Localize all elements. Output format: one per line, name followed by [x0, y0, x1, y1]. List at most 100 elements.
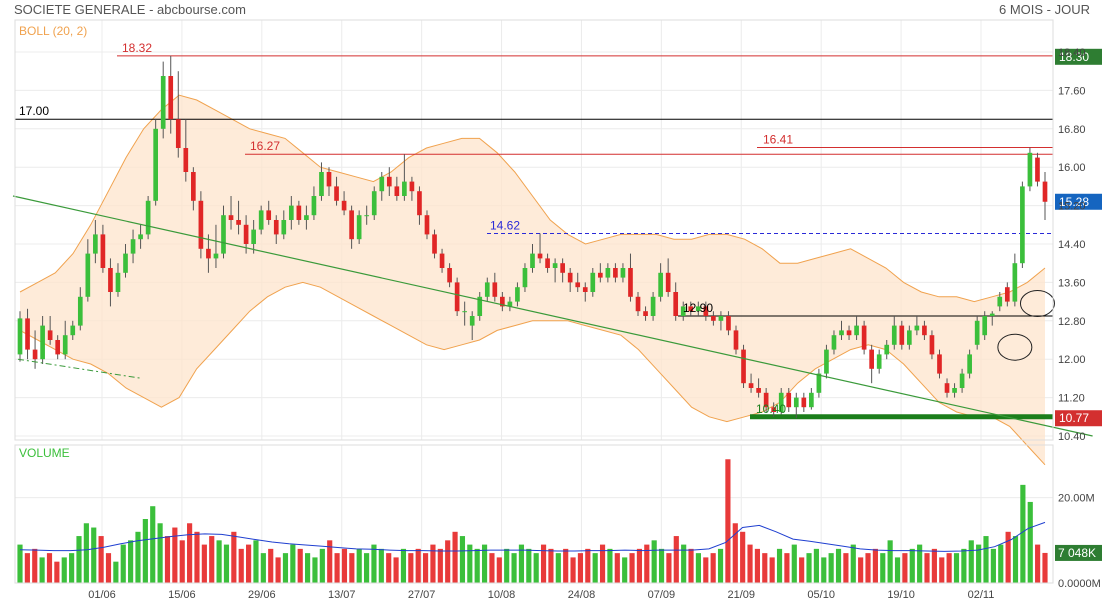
candle-body — [974, 320, 980, 345]
candle-body — [575, 282, 581, 288]
candle-body — [658, 272, 663, 297]
candle-body — [123, 253, 128, 273]
volume-label: VOLUME — [19, 446, 70, 460]
volume-bar — [172, 527, 178, 583]
volume-bar — [1027, 501, 1033, 583]
volume-bar — [931, 548, 937, 583]
candle-body — [1004, 287, 1010, 302]
candle-body — [484, 282, 490, 297]
volume-bar — [474, 548, 480, 583]
volume-bar — [349, 553, 355, 583]
volume-bar — [880, 553, 886, 583]
candle-body — [356, 215, 362, 240]
candle-body — [944, 383, 950, 393]
volume-bar — [799, 557, 805, 583]
price-tick-label: 16.00 — [1058, 162, 1086, 174]
candle-body — [763, 392, 769, 408]
volume-bar — [231, 531, 237, 583]
candle-body — [959, 373, 965, 388]
highlight-circle — [1019, 290, 1055, 318]
candle-body — [989, 313, 995, 316]
volume-bar — [290, 544, 296, 583]
volume-bar — [481, 544, 488, 583]
low-badge-bg — [1055, 410, 1102, 427]
price-tick-label: 10.40 — [1058, 431, 1086, 443]
candle-body — [371, 191, 377, 216]
price-tick-label: 17.60 — [1058, 85, 1086, 97]
candle-body — [597, 272, 603, 278]
highlight-circle — [997, 333, 1033, 361]
price-tick-label: 11.20 — [1058, 393, 1085, 405]
header-title: SOCIETE GENERALE - abcbourse.com — [14, 2, 246, 17]
volume-bar — [275, 557, 281, 583]
volume-bar — [246, 544, 252, 583]
volume-bar — [467, 544, 473, 583]
candle-body — [183, 148, 189, 172]
volume-bar — [209, 536, 215, 583]
volume-bar — [319, 548, 325, 583]
candle-body — [530, 253, 535, 268]
volume-bar — [946, 553, 952, 583]
candle-body — [55, 340, 61, 355]
volume-bar — [607, 548, 613, 583]
x-tick-label: 19/10 — [887, 589, 915, 601]
candle-body — [582, 287, 588, 292]
candle-body — [100, 234, 106, 268]
volume-bar — [953, 553, 960, 583]
candle-body — [861, 325, 867, 350]
candle-body — [364, 215, 370, 217]
candle-body — [462, 311, 468, 313]
candle-body — [929, 335, 935, 355]
candle-body — [733, 330, 739, 350]
candle-body — [326, 172, 332, 187]
volume-bar — [32, 548, 38, 583]
candle-body — [198, 200, 204, 249]
candle-body — [635, 296, 641, 312]
annotation-label: 14.62 — [490, 218, 520, 232]
candle-body — [854, 325, 859, 336]
candle-body — [816, 373, 822, 393]
candle-body — [311, 196, 317, 216]
candle-body — [175, 119, 181, 148]
volume-bar — [128, 540, 134, 583]
x-tick-label: 21/09 — [728, 589, 756, 601]
volume-tick-label: 0.0000M — [1058, 578, 1101, 590]
candle-body — [695, 306, 701, 312]
candle-body — [545, 258, 550, 268]
volume-bar — [39, 557, 45, 583]
volume-bar — [511, 553, 517, 583]
volume-bar — [356, 548, 362, 583]
candle-body — [160, 76, 166, 129]
volume-bar — [555, 553, 561, 583]
candle-body — [537, 253, 543, 259]
candle-body — [824, 349, 829, 374]
candle-body — [379, 176, 385, 192]
candle-body — [1035, 157, 1040, 182]
candle-body — [439, 253, 445, 268]
volume-bar — [681, 544, 687, 583]
candle-body — [567, 272, 573, 283]
trend-line — [12, 195, 1093, 437]
volume-bars — [17, 459, 1048, 583]
candle-body — [115, 272, 121, 292]
volume-bar — [105, 553, 112, 583]
volume-bar — [784, 553, 790, 583]
x-tick-label: 02/11 — [968, 589, 995, 601]
candle-body — [778, 392, 784, 412]
volume-bar — [577, 553, 584, 583]
volume-bar — [142, 519, 148, 583]
candle-body — [424, 215, 430, 235]
volume-badge-bg — [1055, 544, 1102, 561]
price-tick-label: 14.40 — [1058, 239, 1086, 251]
volume-bar — [622, 557, 628, 583]
candle-body — [153, 128, 158, 201]
x-tick-label: 27/07 — [408, 589, 436, 601]
price-tick-label: 18.40 — [1058, 47, 1086, 59]
candle-body — [17, 318, 23, 355]
candle-body — [402, 181, 407, 196]
candle-body — [251, 229, 256, 244]
x-tick-label: 07/09 — [648, 589, 676, 601]
volume-bar — [924, 553, 930, 583]
candle-body — [914, 325, 920, 331]
